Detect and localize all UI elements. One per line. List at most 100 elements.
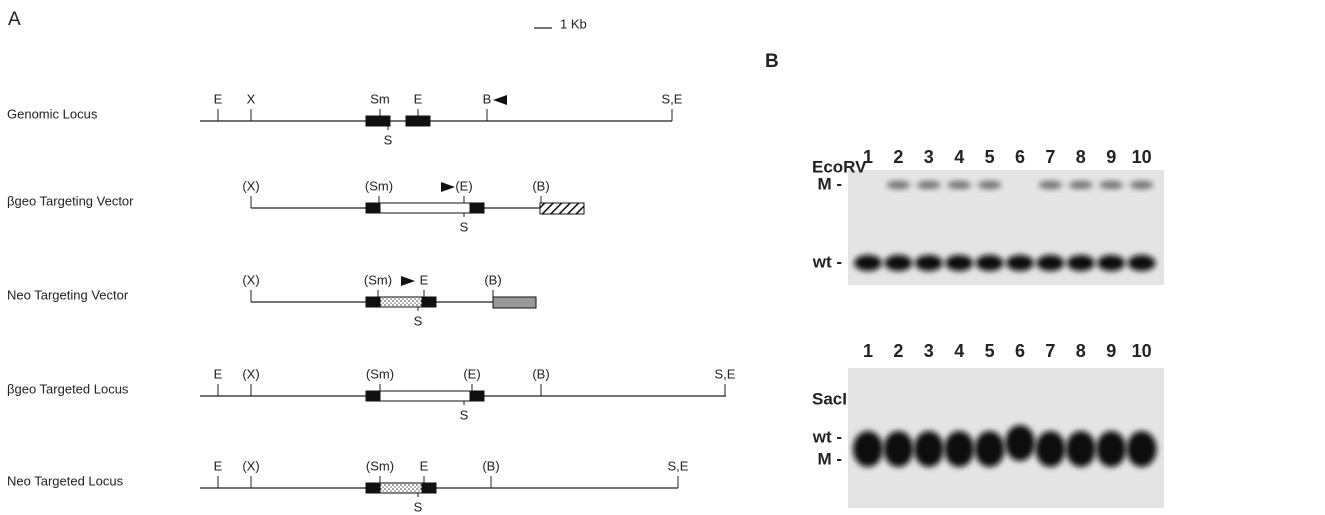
site-label: X	[247, 91, 256, 106]
band	[915, 255, 943, 271]
site-label: (Sm)	[366, 458, 394, 473]
lane-number: 3	[924, 341, 934, 361]
site-label: (E)	[455, 178, 472, 193]
enzyme-label: SacI	[812, 389, 847, 408]
site-label: (X)	[242, 458, 259, 473]
band	[1096, 431, 1126, 467]
lane-number: 10	[1132, 341, 1152, 361]
exon-box	[470, 203, 484, 213]
exon-box	[366, 116, 390, 126]
site-label: (X)	[242, 366, 259, 381]
figure: A 1 Kb B Genomic Locus E X Sm E B S,E Sβgeo Tar…	[0, 0, 1325, 515]
site-label: (X)	[242, 272, 259, 287]
band	[1067, 255, 1095, 271]
site-label: E	[414, 91, 423, 106]
lane-number: 9	[1106, 147, 1116, 167]
lane-number: 2	[893, 341, 903, 361]
lane-number: 5	[985, 147, 995, 167]
band	[1128, 255, 1156, 271]
site-label: S	[384, 132, 393, 147]
site-label: B	[483, 91, 492, 106]
band	[1130, 181, 1154, 189]
row-name: βgeo Targeted Locus	[7, 381, 129, 396]
exon-box	[366, 483, 380, 493]
site-label: S,E	[662, 91, 683, 106]
row-name: βgeo Targeting Vector	[7, 193, 134, 208]
lane-number: 7	[1045, 147, 1055, 167]
band	[975, 431, 1005, 467]
lane-number: 8	[1076, 147, 1086, 167]
site-label: S	[460, 219, 469, 234]
lane-number: 2	[893, 147, 903, 167]
site-label: (Sm)	[365, 178, 393, 193]
lane-number: 6	[1015, 147, 1025, 167]
band	[947, 181, 971, 189]
band	[1035, 431, 1065, 467]
band	[945, 255, 973, 271]
exon-box	[366, 203, 380, 213]
site-label: (Sm)	[366, 366, 394, 381]
lane-number: 1	[863, 341, 873, 361]
panel-label: A	[8, 9, 21, 30]
band	[884, 255, 912, 271]
site-label: (B)	[484, 272, 501, 287]
site-label: S,E	[668, 458, 689, 473]
band	[978, 181, 1002, 189]
band-label: M -	[817, 174, 842, 193]
lane-number: 3	[924, 147, 934, 167]
band	[886, 181, 910, 189]
exon-box	[470, 391, 484, 401]
site-label: Sm	[370, 91, 390, 106]
band	[1099, 181, 1123, 189]
band	[1097, 255, 1125, 271]
band	[1036, 255, 1064, 271]
exon-box	[422, 297, 436, 307]
site-label: (B)	[532, 178, 549, 193]
site-label: S,E	[715, 366, 736, 381]
band	[914, 431, 944, 467]
lane-number: 7	[1045, 341, 1055, 361]
lane-number: 5	[985, 341, 995, 361]
lane-number: 4	[954, 341, 964, 361]
site-label: S	[414, 499, 423, 514]
row-name: Genomic Locus	[7, 106, 98, 121]
site-label: E	[420, 458, 429, 473]
scale-label: 1 Kb	[560, 16, 587, 31]
band-label: wt -	[812, 427, 842, 446]
site-label: S	[460, 407, 469, 422]
exon-box	[380, 391, 470, 401]
lane-number: 8	[1076, 341, 1086, 361]
band	[917, 181, 941, 189]
exon-box	[406, 116, 430, 126]
exon-box	[366, 391, 380, 401]
primer-arrow	[401, 276, 415, 286]
site-label: E	[214, 366, 223, 381]
site-label: (X)	[242, 178, 259, 193]
band	[883, 431, 913, 467]
exon-box	[380, 483, 422, 493]
band	[1038, 181, 1062, 189]
site-label: S	[414, 313, 423, 328]
band	[854, 255, 882, 271]
band	[1006, 255, 1034, 271]
band	[1005, 425, 1035, 461]
lane-number: 9	[1106, 341, 1116, 361]
primer-arrow	[441, 182, 455, 192]
lane-number: 4	[954, 147, 964, 167]
site-label: (Sm)	[364, 272, 392, 287]
row-name: Neo Targeted Locus	[7, 473, 124, 488]
band-label: M -	[817, 449, 842, 468]
band	[944, 431, 974, 467]
band	[1066, 431, 1096, 467]
site-label: E	[214, 458, 223, 473]
cassette	[540, 203, 584, 214]
panel-label: B	[765, 51, 779, 72]
site-label: (B)	[532, 366, 549, 381]
band	[1127, 431, 1157, 467]
exon-box	[380, 203, 470, 213]
band	[976, 255, 1004, 271]
site-label: (E)	[463, 366, 480, 381]
band	[1069, 181, 1093, 189]
site-label: (B)	[482, 458, 499, 473]
lane-number: 10	[1132, 147, 1152, 167]
